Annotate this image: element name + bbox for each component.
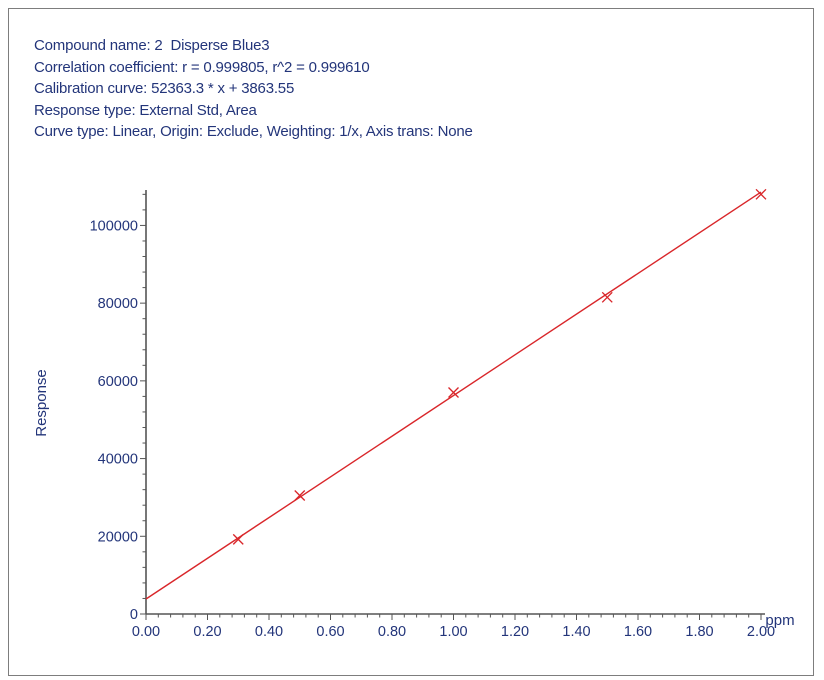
data-point-marker xyxy=(294,490,306,501)
y-tick-label: 0 xyxy=(130,607,138,623)
x-axis-label: ppm xyxy=(765,612,794,629)
compound-name-text: Compound name: 2 Disperse Blue3 xyxy=(34,37,270,54)
x-tick-label: 1.60 xyxy=(624,624,652,640)
y-tick-label: 20000 xyxy=(98,529,138,545)
x-tick-label: 1.40 xyxy=(562,624,590,640)
y-tick-label: 40000 xyxy=(98,452,138,468)
x-tick-label: 1.20 xyxy=(501,624,529,640)
calibration-fit-line xyxy=(145,191,762,600)
data-points xyxy=(232,188,767,545)
marker-stroke xyxy=(294,490,306,501)
axes xyxy=(145,190,765,615)
x-tick-label: 0.40 xyxy=(255,624,283,640)
y-tick-label: 80000 xyxy=(98,296,138,312)
x-tick-label: 1.80 xyxy=(685,624,713,640)
y-tick-label: 100000 xyxy=(90,218,138,234)
x-tick-label: 0.80 xyxy=(378,624,406,640)
y-axis-label: Response xyxy=(33,369,50,437)
ticks: 0.00 0.20 0.40 0.60 0.80 1.00 1.20 1.40 1.60 1.80… xyxy=(90,193,775,640)
x-tick-label: 0.60 xyxy=(316,624,344,640)
chart-frame: Compound name: 2 Disperse Blue3 Correlat… xyxy=(8,8,814,676)
response-type-text: Response type: External Std, Area xyxy=(34,101,257,119)
marker-stroke xyxy=(755,188,767,200)
x-tick-label: 0.00 xyxy=(132,624,160,640)
data-point-marker xyxy=(232,533,244,545)
data-point-marker xyxy=(755,188,767,200)
curve-type-text: Curve type: Linear, Origin: Exclude, Wei… xyxy=(34,123,473,140)
y-tick-label: 60000 xyxy=(98,374,138,390)
data-point-marker xyxy=(601,291,613,303)
calibration-info: Compound name: 2 Disperse Blue3 Correlat… xyxy=(34,35,473,143)
correlation-coefficient-text: Correlation coefficient: r = 0.999805, r… xyxy=(34,58,370,76)
marker-stroke xyxy=(448,387,459,398)
calibration-curve-text: Calibration curve: 52363.3 * x + 3863.55 xyxy=(34,80,295,97)
x-tick-label: 2.00 xyxy=(747,624,775,640)
data-point-marker xyxy=(448,387,459,398)
marker-stroke xyxy=(232,533,244,545)
x-tick-label: 0.20 xyxy=(193,624,221,640)
fit-line-group xyxy=(145,191,762,600)
marker-stroke xyxy=(601,291,613,303)
x-tick-label: 1.00 xyxy=(439,624,467,640)
